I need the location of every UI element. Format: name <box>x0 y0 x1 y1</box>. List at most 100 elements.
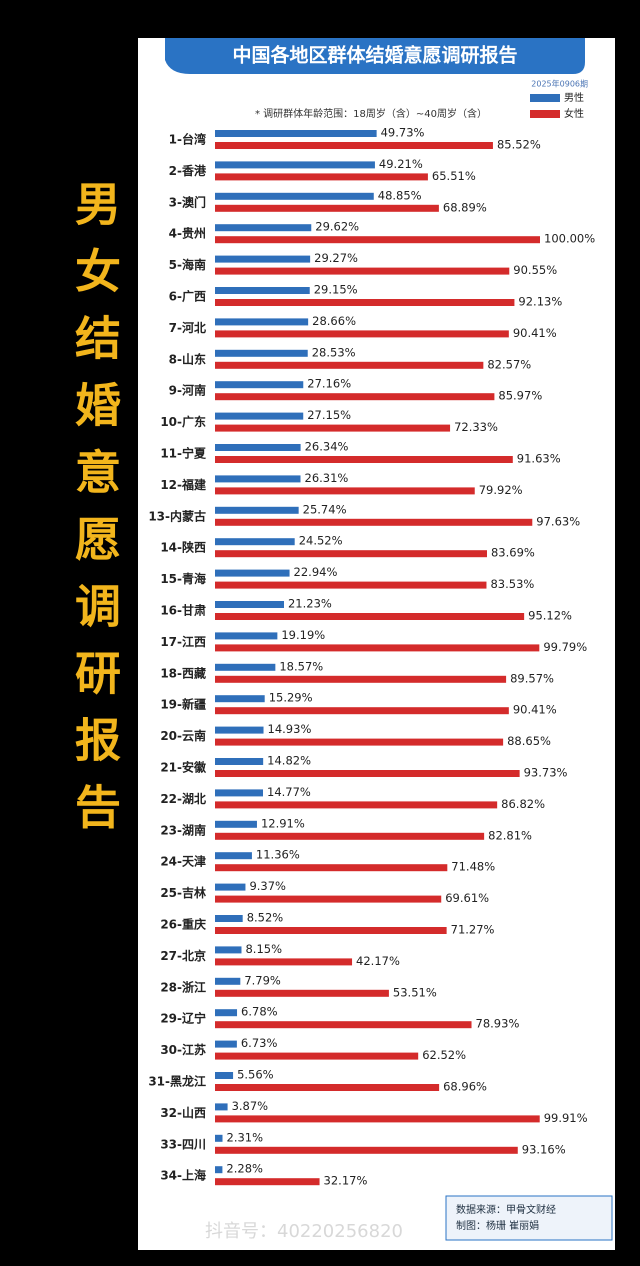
bar <box>215 789 264 797</box>
category-label: 26-重庆 <box>160 917 206 932</box>
legend-label: 男性 <box>564 91 584 104</box>
value-label: 14.93% <box>268 722 312 736</box>
value-label: 8.15% <box>245 942 282 956</box>
value-label: 89.57% <box>510 671 554 685</box>
bar <box>215 758 264 765</box>
bar <box>215 695 265 703</box>
bar <box>215 361 484 369</box>
bar <box>215 569 290 577</box>
value-label: 24.52% <box>299 534 343 548</box>
value-label: 90.41% <box>513 703 557 717</box>
value-label: 18.57% <box>279 659 323 673</box>
category-label: 3-澳门 <box>169 194 206 209</box>
bar <box>215 613 525 620</box>
bar <box>215 538 295 546</box>
bar <box>215 444 301 451</box>
legend-label: 女性 <box>564 107 584 120</box>
legend-swatch <box>530 110 560 118</box>
bar <box>215 832 485 840</box>
bar <box>215 883 246 891</box>
category-label: 23-湖南 <box>160 822 206 837</box>
category-label: 8-山东 <box>169 351 206 366</box>
value-label: 91.63% <box>517 452 561 466</box>
bar <box>215 663 276 671</box>
bar <box>215 287 310 294</box>
bar <box>215 820 257 828</box>
bar <box>215 393 495 401</box>
note: * 调研群体年龄范围：18周岁（含）~40周岁（含） <box>255 107 487 120</box>
bar <box>215 142 493 149</box>
bar <box>215 255 311 263</box>
bar <box>215 989 389 997</box>
title-banner <box>165 38 585 74</box>
category-label: 11-宁夏 <box>160 446 207 461</box>
category-label: 24-天津 <box>160 854 206 869</box>
bar <box>215 456 513 463</box>
bar <box>215 1178 320 1186</box>
bar <box>215 601 284 608</box>
bar <box>215 581 487 589</box>
value-label: 97.63% <box>536 514 580 528</box>
value-label: 14.77% <box>267 785 311 799</box>
value-label: 65.51% <box>432 169 476 183</box>
bar <box>215 475 301 483</box>
category-label: 9-河南 <box>169 383 206 398</box>
value-label: 7.79% <box>244 973 281 987</box>
bar <box>215 1166 223 1174</box>
bar <box>215 1115 540 1123</box>
value-label: 79.92% <box>479 483 523 497</box>
value-label: 25.74% <box>303 502 347 516</box>
category-label: 6-广西 <box>169 289 206 304</box>
category-label: 10-广东 <box>160 414 206 429</box>
bar <box>215 424 451 432</box>
category-label: 33-四川 <box>160 1137 206 1151</box>
category-label: 5-海南 <box>169 257 206 272</box>
value-label: 6.78% <box>241 1005 278 1019</box>
value-label: 92.13% <box>518 295 562 309</box>
category-label: 25-吉林 <box>160 885 206 900</box>
bar <box>215 550 487 558</box>
category-label: 22-湖北 <box>160 791 206 806</box>
value-label: 22.94% <box>294 565 338 579</box>
category-label: 16-甘肃 <box>160 603 206 618</box>
value-label: 78.93% <box>476 1017 520 1031</box>
bar <box>215 726 264 734</box>
edition: 2025年0906期 <box>531 79 588 89</box>
value-label: 83.69% <box>491 546 535 560</box>
bar <box>215 895 442 903</box>
value-label: 14.82% <box>267 754 311 768</box>
bar <box>215 506 299 514</box>
bar <box>215 299 515 306</box>
bar <box>215 801 498 809</box>
bar <box>215 675 507 683</box>
bar <box>215 487 475 495</box>
value-label: 29.15% <box>314 283 358 297</box>
value-label: 9.37% <box>249 879 286 893</box>
value-label: 2.31% <box>227 1130 264 1144</box>
value-label: 28.66% <box>312 314 356 328</box>
category-label: 34-上海 <box>160 1168 206 1183</box>
bar <box>215 1146 518 1154</box>
value-label: 8.52% <box>247 911 284 925</box>
category-label: 15-青海 <box>160 571 206 586</box>
bar <box>215 236 540 244</box>
value-label: 6.73% <box>241 1036 278 1050</box>
value-label: 82.81% <box>488 828 532 842</box>
category-label: 27-北京 <box>160 948 206 963</box>
value-label: 26.34% <box>305 440 349 454</box>
category-label: 28-浙江 <box>160 979 206 994</box>
bar <box>215 1084 440 1091</box>
bar <box>215 770 520 777</box>
bar <box>215 349 308 357</box>
bar <box>215 1009 238 1017</box>
bar <box>215 267 510 275</box>
value-label: 48.85% <box>378 188 422 202</box>
bar <box>215 1052 419 1060</box>
value-label: 3.87% <box>232 1099 269 1113</box>
credit: 制图：杨珊 崔丽娟 <box>456 1219 539 1232</box>
bar <box>215 318 309 326</box>
bar <box>215 330 509 338</box>
category-label: 17-江西 <box>160 634 206 649</box>
value-label: 12.91% <box>261 816 305 830</box>
